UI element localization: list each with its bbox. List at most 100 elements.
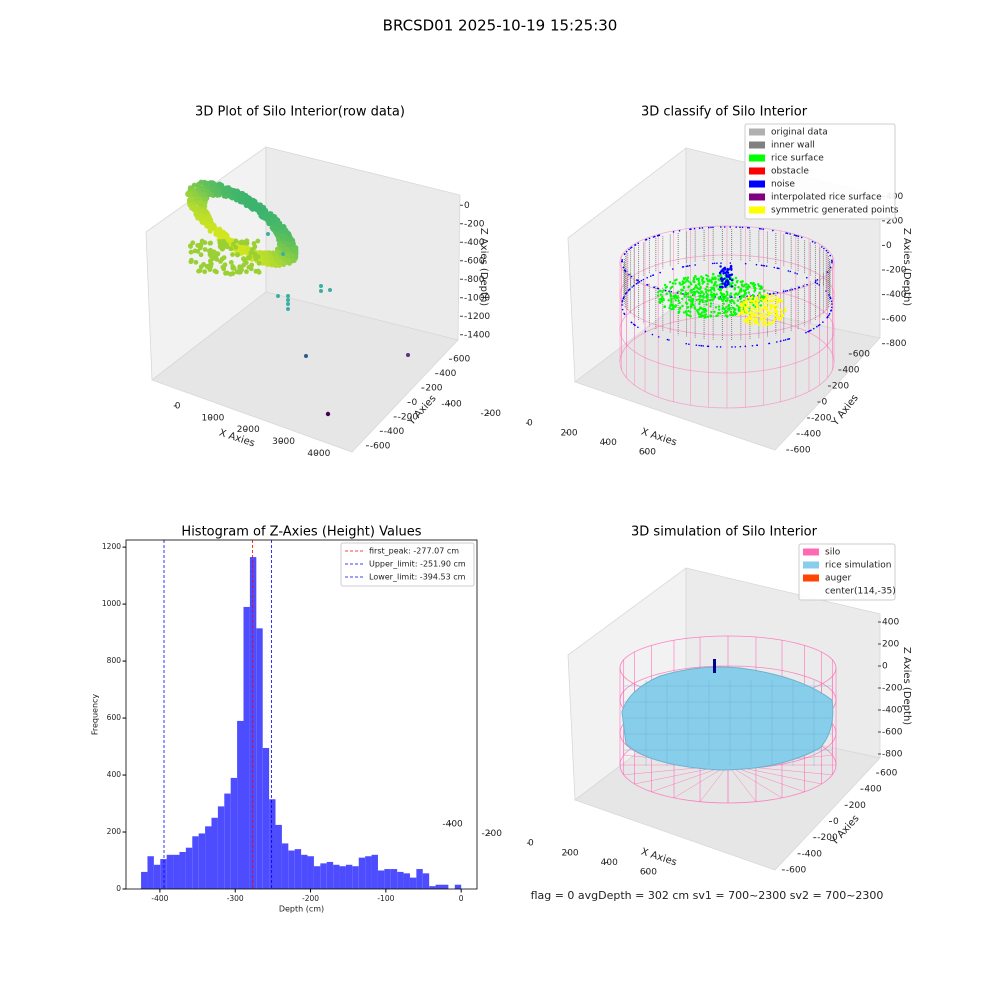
point — [831, 260, 833, 263]
point — [755, 317, 758, 321]
point — [776, 291, 779, 294]
bar — [192, 836, 199, 889]
bar — [397, 871, 404, 889]
x-tick-label: 0 — [527, 419, 533, 429]
z-tick-label: -800 — [882, 750, 903, 760]
point — [741, 311, 745, 314]
point — [698, 281, 701, 284]
point — [678, 301, 681, 304]
point — [762, 312, 766, 315]
z-tick-label: -600 — [886, 315, 907, 325]
y-tick-label: -400 — [384, 427, 405, 437]
point — [286, 231, 292, 237]
point — [798, 286, 801, 289]
point — [746, 318, 749, 322]
point — [621, 304, 623, 306]
point — [829, 297, 832, 299]
point — [754, 321, 757, 324]
y-tick-label: -600 — [370, 441, 391, 451]
point — [746, 287, 750, 291]
y-tick-label: -200 — [398, 412, 419, 422]
point — [286, 302, 290, 306]
point — [622, 297, 625, 299]
point — [207, 191, 213, 198]
x-tick-label: -200 — [482, 829, 503, 839]
point — [328, 288, 332, 292]
y-tick-label: -400 — [801, 430, 822, 440]
silo-wire — [727, 764, 783, 799]
point — [201, 192, 208, 198]
point — [722, 311, 726, 314]
point — [201, 213, 207, 219]
point — [830, 309, 833, 311]
point — [268, 254, 274, 260]
y-tick-label: 200 — [832, 382, 849, 392]
point — [786, 232, 789, 235]
point — [202, 269, 208, 275]
legend-swatch — [749, 141, 765, 149]
bar — [384, 869, 391, 889]
point — [686, 292, 690, 296]
point — [723, 226, 726, 228]
point — [194, 210, 200, 217]
chart-title: 3D classify of Silo Interior — [641, 105, 808, 120]
point — [744, 312, 747, 316]
point — [264, 259, 271, 265]
point — [720, 293, 723, 297]
point — [705, 277, 709, 281]
point — [717, 312, 720, 315]
point — [681, 266, 684, 268]
point — [275, 221, 281, 227]
bar — [313, 866, 321, 889]
point — [730, 268, 733, 271]
legend-swatch — [749, 154, 765, 162]
point — [685, 265, 688, 268]
point — [776, 314, 779, 317]
point — [761, 321, 764, 324]
legend-box — [798, 543, 896, 601]
point — [773, 314, 777, 317]
point — [218, 259, 223, 264]
point — [742, 295, 746, 298]
legend-label: inner wall — [771, 141, 815, 151]
bar — [166, 854, 174, 889]
point — [684, 310, 688, 313]
point — [756, 344, 759, 347]
point — [757, 314, 761, 317]
z-tick-label: -1200 — [464, 312, 490, 322]
point — [773, 319, 776, 322]
point — [236, 192, 242, 199]
point — [214, 227, 220, 233]
x-tick-label: -100 — [377, 894, 394, 903]
point — [230, 252, 235, 257]
point — [825, 290, 827, 292]
point — [666, 338, 669, 341]
point — [814, 279, 817, 282]
point — [762, 304, 765, 307]
point — [661, 290, 664, 294]
point — [719, 291, 723, 295]
bar — [269, 799, 276, 889]
point — [730, 264, 733, 268]
point — [748, 299, 752, 302]
point — [719, 346, 722, 348]
point — [686, 302, 689, 305]
legend-label: symmetric generated points — [771, 206, 899, 216]
point — [681, 297, 684, 301]
point — [684, 280, 687, 283]
point — [678, 229, 681, 232]
point — [695, 298, 699, 302]
bar — [147, 856, 154, 889]
point — [285, 257, 291, 264]
point — [750, 313, 754, 316]
status-footer: flag = 0 avgDepth = 302 cm sv1 = 700~230… — [531, 889, 884, 902]
point — [692, 280, 695, 283]
point — [762, 264, 764, 267]
point — [774, 304, 777, 308]
x-axis-label: Depth (cm) — [279, 905, 324, 914]
point — [256, 207, 263, 213]
point — [720, 285, 724, 288]
point — [776, 341, 778, 343]
point — [764, 321, 767, 325]
point — [253, 202, 260, 208]
